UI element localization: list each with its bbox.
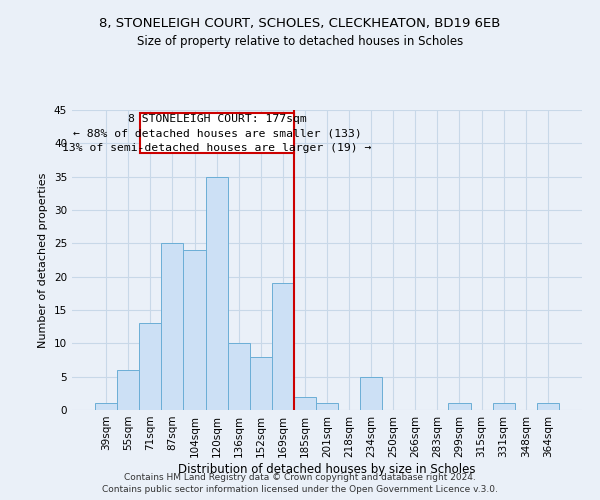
Bar [250, 356, 272, 410]
Bar [272, 284, 294, 410]
Bar [184, 250, 206, 410]
Bar [117, 370, 139, 410]
Text: Size of property relative to detached houses in Scholes: Size of property relative to detached ho… [137, 35, 463, 48]
Bar [139, 324, 161, 410]
Bar [206, 176, 227, 410]
Y-axis label: Number of detached properties: Number of detached properties [38, 172, 49, 348]
Bar [227, 344, 250, 410]
Bar [95, 404, 117, 410]
Bar [537, 404, 559, 410]
Bar [493, 404, 515, 410]
Text: Contains public sector information licensed under the Open Government Licence v.: Contains public sector information licen… [102, 486, 498, 494]
Bar [360, 376, 382, 410]
Text: 8, STONELEIGH COURT, SCHOLES, CLECKHEATON, BD19 6EB: 8, STONELEIGH COURT, SCHOLES, CLECKHEATO… [100, 18, 500, 30]
FancyBboxPatch shape [140, 114, 294, 154]
Bar [316, 404, 338, 410]
Text: Contains HM Land Registry data © Crown copyright and database right 2024.: Contains HM Land Registry data © Crown c… [124, 473, 476, 482]
Bar [161, 244, 184, 410]
Bar [294, 396, 316, 410]
Text: 8 STONELEIGH COURT: 177sqm
← 88% of detached houses are smaller (133)
13% of sem: 8 STONELEIGH COURT: 177sqm ← 88% of deta… [62, 114, 372, 153]
X-axis label: Distribution of detached houses by size in Scholes: Distribution of detached houses by size … [178, 462, 476, 475]
Bar [448, 404, 470, 410]
